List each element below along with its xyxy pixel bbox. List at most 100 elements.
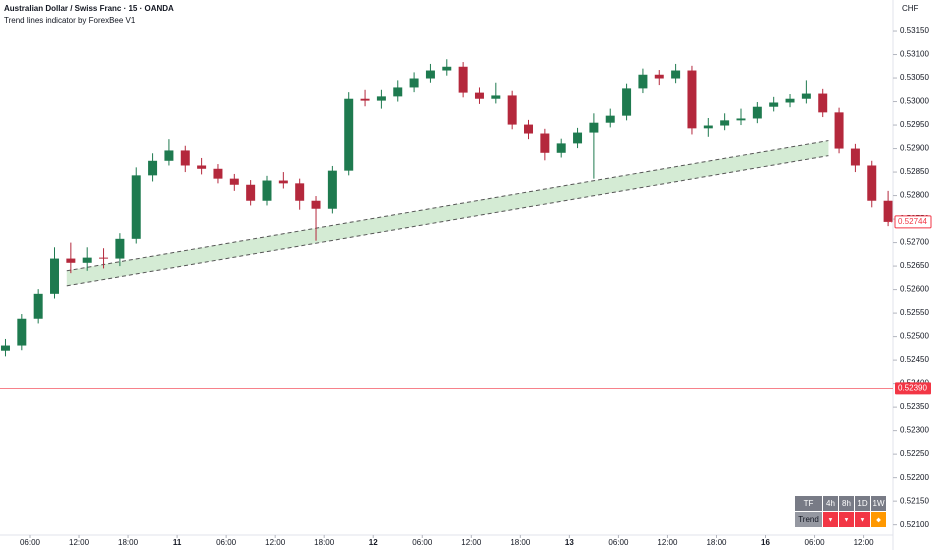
candle-body <box>507 95 517 125</box>
candle-body <box>33 293 43 319</box>
candle-body <box>197 165 207 169</box>
table-header-text: 4h <box>826 499 835 508</box>
candle-body <box>344 98 354 171</box>
x-tick-label: 12:00 <box>657 538 678 547</box>
y-tick-label: 0.52100 <box>900 520 929 529</box>
y-tick-label: 0.52600 <box>900 285 929 294</box>
candle-body <box>278 180 288 184</box>
candle-body <box>393 87 403 97</box>
candle-body <box>818 93 828 113</box>
x-tick-label: 18:00 <box>118 538 139 547</box>
candle-body <box>605 115 615 123</box>
candle-body <box>491 95 501 99</box>
candle-body <box>458 66 468 93</box>
y-tick-label: 0.53100 <box>900 50 929 59</box>
y-tick-label: 0.53150 <box>900 26 929 35</box>
y-tick-label: 0.53000 <box>900 97 929 106</box>
candle-body <box>262 180 272 201</box>
channel-fill <box>66 140 829 286</box>
x-tick-label: 16 <box>761 538 770 547</box>
table-cell-text: ▼ <box>860 518 866 524</box>
candle-body <box>17 318 27 346</box>
last-price-label: 0.52744 <box>898 217 927 226</box>
table-header-text: 1W <box>873 499 885 508</box>
x-tick-label: 12 <box>369 538 378 547</box>
x-tick-label: 18:00 <box>314 538 335 547</box>
alert-label-bg <box>895 382 931 395</box>
y-tick-label: 0.52550 <box>900 308 929 317</box>
candle-body <box>0 345 10 351</box>
candle-body <box>834 112 844 149</box>
y-tick-label: 0.52200 <box>900 473 929 482</box>
candle-body <box>131 175 141 239</box>
candle-body <box>295 183 305 201</box>
x-tick-label: 13 <box>565 538 574 547</box>
table-cell-text: ▼ <box>844 518 850 524</box>
candle-body <box>360 98 370 101</box>
alert-label: 0.52390 <box>898 383 927 392</box>
chart-title: Australian Dollar / Swiss Franc · 15 · O… <box>4 4 174 13</box>
x-tick-label: 11 <box>173 538 182 547</box>
candle-body <box>785 98 795 103</box>
table-cell-text: ◆ <box>876 518 881 524</box>
candle-body <box>540 133 550 153</box>
x-tick-label: 06:00 <box>20 538 41 547</box>
x-tick-label: 06:00 <box>805 538 826 547</box>
candle-body <box>474 92 484 99</box>
channel-line <box>66 140 829 272</box>
candle-body <box>736 118 746 121</box>
candle-body <box>442 66 452 71</box>
y-tick-label: 0.52900 <box>900 144 929 153</box>
candle-body <box>213 168 223 179</box>
x-tick-label: 12:00 <box>854 538 875 547</box>
candle-body <box>311 200 321 209</box>
table-cell-text: ▼ <box>828 518 834 524</box>
y-tick-label: 0.52300 <box>900 426 929 435</box>
table-header-text: 1D <box>857 499 867 508</box>
table-cell <box>855 512 870 527</box>
x-tick-label: 12:00 <box>265 538 286 547</box>
candle-body <box>115 238 125 259</box>
candle-body <box>769 102 779 107</box>
candle-body <box>573 132 583 144</box>
table-header-text: TF <box>804 499 814 508</box>
table-header-cell <box>855 496 870 511</box>
candle-body <box>671 70 681 79</box>
table-cell-text: Trend <box>798 515 819 524</box>
y-tick-label: 0.52950 <box>900 120 929 129</box>
candle-body <box>66 258 76 263</box>
y-tick-label: 0.53050 <box>900 73 929 82</box>
y-tick-label: 0.52500 <box>900 332 929 341</box>
candle-body <box>524 124 534 134</box>
candle-body <box>638 74 648 89</box>
y-tick-label: 0.52850 <box>900 167 929 176</box>
y-tick-label: 0.52450 <box>900 355 929 364</box>
y-tick-label: 0.52150 <box>900 496 929 505</box>
x-tick-label: 06:00 <box>216 538 237 547</box>
x-tick-label: 12:00 <box>69 538 90 547</box>
table-header-text: 8h <box>842 499 851 508</box>
candle-body <box>687 70 697 129</box>
candle-body <box>50 258 60 294</box>
candle-body <box>801 93 811 99</box>
table-cell <box>795 512 822 527</box>
table-header-cell <box>871 496 886 511</box>
chart-subtitle: Trend lines indicator by ForexBee V1 <box>4 16 136 25</box>
table-header-cell <box>795 496 822 511</box>
y-tick-label: 0.52700 <box>900 238 929 247</box>
candle-body <box>82 257 92 263</box>
y-tick-label: 0.52650 <box>900 261 929 270</box>
candle-body <box>589 122 599 133</box>
table-cell <box>871 512 886 527</box>
candle-body <box>246 184 256 201</box>
last-price-box <box>894 215 932 229</box>
x-tick-label: 12:00 <box>461 538 482 547</box>
candle-body <box>850 148 860 166</box>
candle-body <box>229 178 239 185</box>
y-tick-label: 0.52250 <box>900 449 929 458</box>
plot-area <box>0 59 893 357</box>
x-tick-label: 06:00 <box>412 538 433 547</box>
y-tick-label: 0.52350 <box>900 402 929 411</box>
candle-body <box>622 88 632 116</box>
